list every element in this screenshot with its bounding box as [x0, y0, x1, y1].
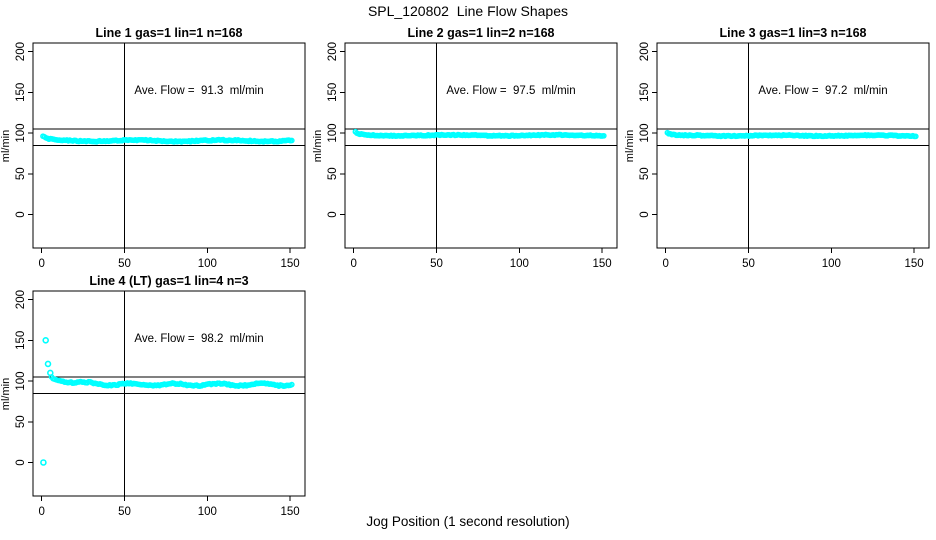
y-tick-label: 0	[639, 211, 651, 217]
x-tick-label: 100	[198, 506, 217, 518]
y-axis-unit-label: ml/min	[0, 378, 12, 410]
x-tick-label: 150	[593, 258, 612, 270]
x-tick-label: 150	[281, 258, 300, 270]
y-tick-label: 200	[327, 42, 339, 61]
x-tick-label: 100	[822, 258, 841, 270]
scatter-points	[40, 133, 295, 145]
ave-flow-annotation: Ave. Flow = 91.3 ml/min	[134, 85, 264, 97]
y-tick-label: 100	[639, 123, 651, 142]
outlier-point	[42, 337, 50, 344]
y-axis-unit-label: ml/min	[0, 130, 12, 162]
outlier-point	[46, 369, 54, 377]
x-tick-label: 50	[742, 258, 755, 270]
y-axis-unit-label: ml/min	[312, 130, 324, 162]
x-tick-label: 100	[198, 258, 217, 270]
y-tick-label: 0	[15, 459, 27, 465]
x-tick-label: 0	[662, 258, 668, 270]
panel-title: Line 1 gas=1 lin=1 n=168	[95, 26, 243, 40]
plot-area: ml/min 0 50 100 150 0 50 100 150 200	[624, 42, 930, 270]
y-tick-label: 50	[639, 167, 651, 180]
y-tick-label: 50	[327, 167, 339, 180]
data-point	[288, 381, 295, 388]
y-axis-unit-label: ml/min	[624, 130, 636, 162]
plot-area: ml/min 0 50 100 150 0 50 100 150 200	[0, 290, 306, 518]
y-tick-label: 100	[15, 371, 27, 390]
panel-line-1: Line 1 gas=1 lin=1 n=168 ml/min 0 50 100 15…	[0, 20, 312, 280]
outlier-point	[40, 459, 47, 466]
plot-box	[656, 42, 930, 249]
y-tick-label: 150	[15, 83, 27, 102]
x-tick-label: 50	[118, 506, 131, 518]
ave-flow-annotation: Ave. Flow = 97.5 ml/min	[446, 85, 576, 97]
scatter-points	[664, 129, 919, 140]
panel-line-3: Line 3 gas=1 lin=3 n=168 ml/min 0 50 100 15…	[624, 20, 936, 280]
panel-line-2: Line 2 gas=1 lin=2 n=168 ml/min 0 50 100 15…	[312, 20, 624, 280]
x-tick-label: 0	[38, 258, 44, 270]
y-tick-label: 100	[15, 123, 27, 142]
panel-line-4: Line 4 (LT) gas=1 lin=4 n=3 ml/min 0 50 10…	[0, 268, 312, 528]
y-tick-label: 0	[15, 211, 27, 217]
y-tick-label: 150	[639, 83, 651, 102]
figure-title: SPL_120802 Line Flow Shapes	[367, 3, 569, 19]
y-tick-label: 0	[327, 211, 339, 217]
plot-box	[32, 42, 306, 249]
panel-title: Line 4 (LT) gas=1 lin=4 n=3	[89, 274, 249, 288]
x-tick-label: 150	[905, 258, 924, 270]
ave-flow-annotation: Ave. Flow = 98.2 ml/min	[134, 333, 264, 345]
x-tick-label: 50	[430, 258, 443, 270]
panel-title: Line 3 gas=1 lin=3 n=168	[719, 26, 867, 40]
y-tick-label: 200	[15, 42, 27, 61]
outlier-point	[44, 360, 52, 368]
data-point	[288, 137, 295, 144]
y-tick-label: 200	[15, 290, 27, 309]
plot-box	[32, 290, 306, 497]
x-tick-label: 0	[38, 506, 44, 518]
x-tick-label: 50	[118, 258, 131, 270]
y-tick-label: 200	[639, 42, 651, 61]
ave-flow-annotation: Ave. Flow = 97.2 ml/min	[758, 85, 888, 97]
scatter-points	[352, 128, 607, 139]
y-tick-label: 50	[15, 415, 27, 428]
y-tick-label: 50	[15, 167, 27, 180]
plot-box	[344, 42, 618, 249]
x-tick-label: 100	[510, 258, 529, 270]
data-point	[600, 132, 607, 139]
x-tick-label: 150	[281, 506, 300, 518]
data-point	[912, 133, 919, 140]
y-tick-label: 150	[327, 83, 339, 102]
y-tick-label: 100	[327, 123, 339, 142]
y-tick-label: 150	[15, 331, 27, 350]
plot-area: ml/min 0 50 100 150 0 50 100 150 200	[0, 42, 306, 270]
scatter-points	[40, 337, 295, 466]
panel-title: Line 2 gas=1 lin=2 n=168	[407, 26, 555, 40]
x-axis-label: Jog Position (1 second resolution)	[366, 514, 570, 529]
x-tick-label: 0	[350, 258, 356, 270]
plot-area: ml/min 0 50 100 150 0 50 100 150 200	[312, 42, 618, 270]
